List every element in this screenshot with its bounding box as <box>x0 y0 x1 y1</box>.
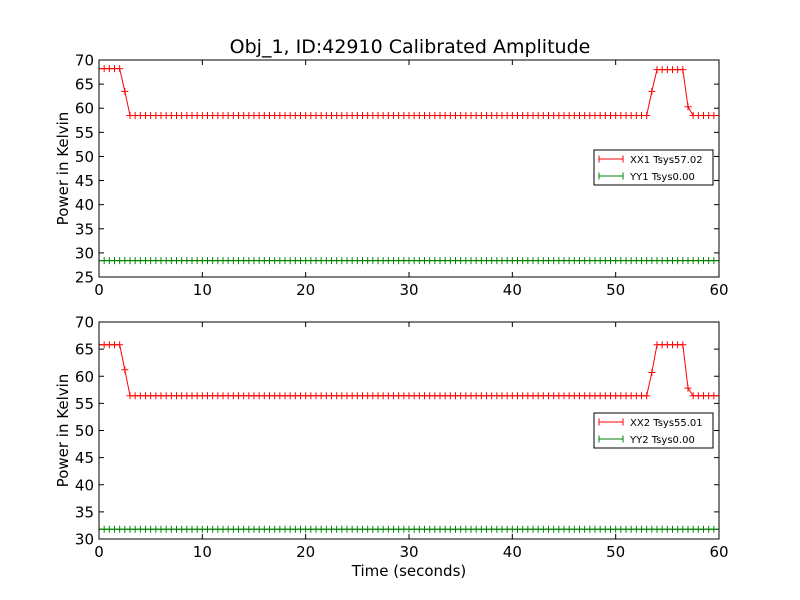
legend-swatch-marker <box>598 418 624 426</box>
data-point-marker <box>643 392 651 400</box>
x-tick-label: 40 <box>503 543 522 561</box>
y-tick-label: 70 <box>75 52 94 70</box>
data-point-marker <box>121 87 129 95</box>
y-tick-label: 50 <box>75 148 94 166</box>
legend-swatch-marker <box>598 435 624 443</box>
x-tick-label: 10 <box>193 281 212 299</box>
data-point-marker <box>715 257 719 265</box>
data-point-marker <box>648 368 656 376</box>
legend: XX1 Tsys57.02 YY1 Tsys0.00 <box>593 149 714 186</box>
data-point-marker <box>643 111 651 119</box>
y-tick-label: 65 <box>75 76 94 94</box>
data-point-marker <box>715 525 719 533</box>
x-tick-label: 10 <box>193 543 212 561</box>
legend-swatch-marker <box>598 155 624 163</box>
x-axis-label: Time (seconds) <box>351 562 467 580</box>
y-tick-label: 35 <box>75 220 94 238</box>
x-tick-label: 60 <box>709 281 728 299</box>
y-tick-label: 45 <box>75 172 94 190</box>
y-tick-label: 60 <box>75 368 94 386</box>
y-tick-label: 25 <box>75 269 94 287</box>
plot-area <box>99 341 719 533</box>
legend: XX2 Tsys55.01 YY2 Tsys0.00 <box>593 412 714 449</box>
data-point-marker <box>116 65 124 73</box>
y-tick-label: 50 <box>75 422 94 440</box>
y-axis-label: Power in Kelvin <box>54 374 72 488</box>
x-tick-label: 60 <box>709 543 728 561</box>
data-point-marker <box>121 366 129 374</box>
x-tick-label: 20 <box>296 543 315 561</box>
y-tick-label: 35 <box>75 503 94 521</box>
y-tick-label: 55 <box>75 395 94 413</box>
plots-container: 0 10 20 30 40 50 60 25 30 35 40 45 50 55 60 65 70 Power i… <box>54 52 729 581</box>
y-tick-label: 40 <box>75 196 94 214</box>
y-tick-label: 60 <box>75 100 94 118</box>
data-point-marker <box>679 66 687 74</box>
x-tick-label: 0 <box>94 543 104 561</box>
subplot-1: 0 10 20 30 40 50 60 25 30 35 40 45 50 55 60 65 70 Power i… <box>54 52 729 300</box>
y-tick-label: 30 <box>75 244 94 262</box>
data-point-marker <box>684 384 692 392</box>
y-tick-label: 30 <box>75 531 94 549</box>
legend-swatch-marker <box>598 172 624 180</box>
data-point-marker <box>715 392 719 400</box>
y-tick-label: 55 <box>75 124 94 142</box>
chart-title: Obj_1, ID:42910 Calibrated Amplitude <box>230 36 591 58</box>
subplot-2: 0 10 20 30 40 50 60 30 35 40 45 50 55 60 65 70 Power in … <box>54 314 729 581</box>
data-point-marker <box>648 87 656 95</box>
data-point-marker <box>679 341 687 349</box>
x-tick-label: 50 <box>606 281 625 299</box>
legend-entry-label: XX1 Tsys57.02 <box>630 155 703 166</box>
x-tick-label: 50 <box>606 543 625 561</box>
x-tick-label: 20 <box>296 281 315 299</box>
data-point-marker <box>684 103 692 111</box>
y-tick-label: 65 <box>75 341 94 359</box>
x-tick-label: 40 <box>503 281 522 299</box>
y-axis-label: Power in Kelvin <box>54 112 72 226</box>
plot-area <box>99 65 719 265</box>
legend-box <box>593 412 714 449</box>
legend-entry-label: XX2 Tsys55.01 <box>630 418 703 429</box>
legend-entry-label: YY1 Tsys0.00 <box>629 172 695 183</box>
y-tick-label: 40 <box>75 476 94 494</box>
y-tick-label: 45 <box>75 449 94 467</box>
data-point-marker <box>116 341 124 349</box>
y-tick-label: 70 <box>75 314 94 332</box>
data-point-marker <box>715 111 719 119</box>
legend-box <box>593 149 714 186</box>
legend-entry-label: YY2 Tsys0.00 <box>629 435 695 446</box>
x-tick-label: 30 <box>399 543 418 561</box>
x-tick-label: 30 <box>399 281 418 299</box>
x-tick-label: 0 <box>94 281 104 299</box>
